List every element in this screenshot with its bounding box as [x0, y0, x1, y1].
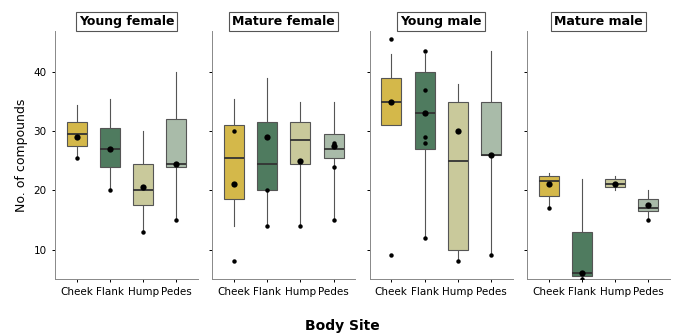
Bar: [166, 119, 186, 167]
Bar: [133, 164, 153, 205]
Bar: [605, 178, 625, 187]
Bar: [448, 101, 468, 250]
Bar: [224, 125, 244, 199]
Title: Mature female: Mature female: [232, 15, 335, 28]
Bar: [290, 122, 310, 164]
Text: Body Site: Body Site: [305, 319, 380, 333]
Bar: [538, 176, 558, 196]
Title: Young female: Young female: [79, 15, 174, 28]
Title: Mature male: Mature male: [554, 15, 643, 28]
Bar: [572, 232, 592, 276]
Bar: [638, 199, 658, 211]
Bar: [481, 101, 501, 155]
Y-axis label: No. of compounds: No. of compounds: [15, 98, 28, 212]
Bar: [66, 122, 86, 146]
Bar: [382, 78, 401, 125]
Bar: [324, 134, 344, 158]
Bar: [100, 128, 120, 167]
Bar: [258, 122, 277, 191]
Bar: [414, 72, 434, 149]
Title: Young male: Young male: [401, 15, 482, 28]
